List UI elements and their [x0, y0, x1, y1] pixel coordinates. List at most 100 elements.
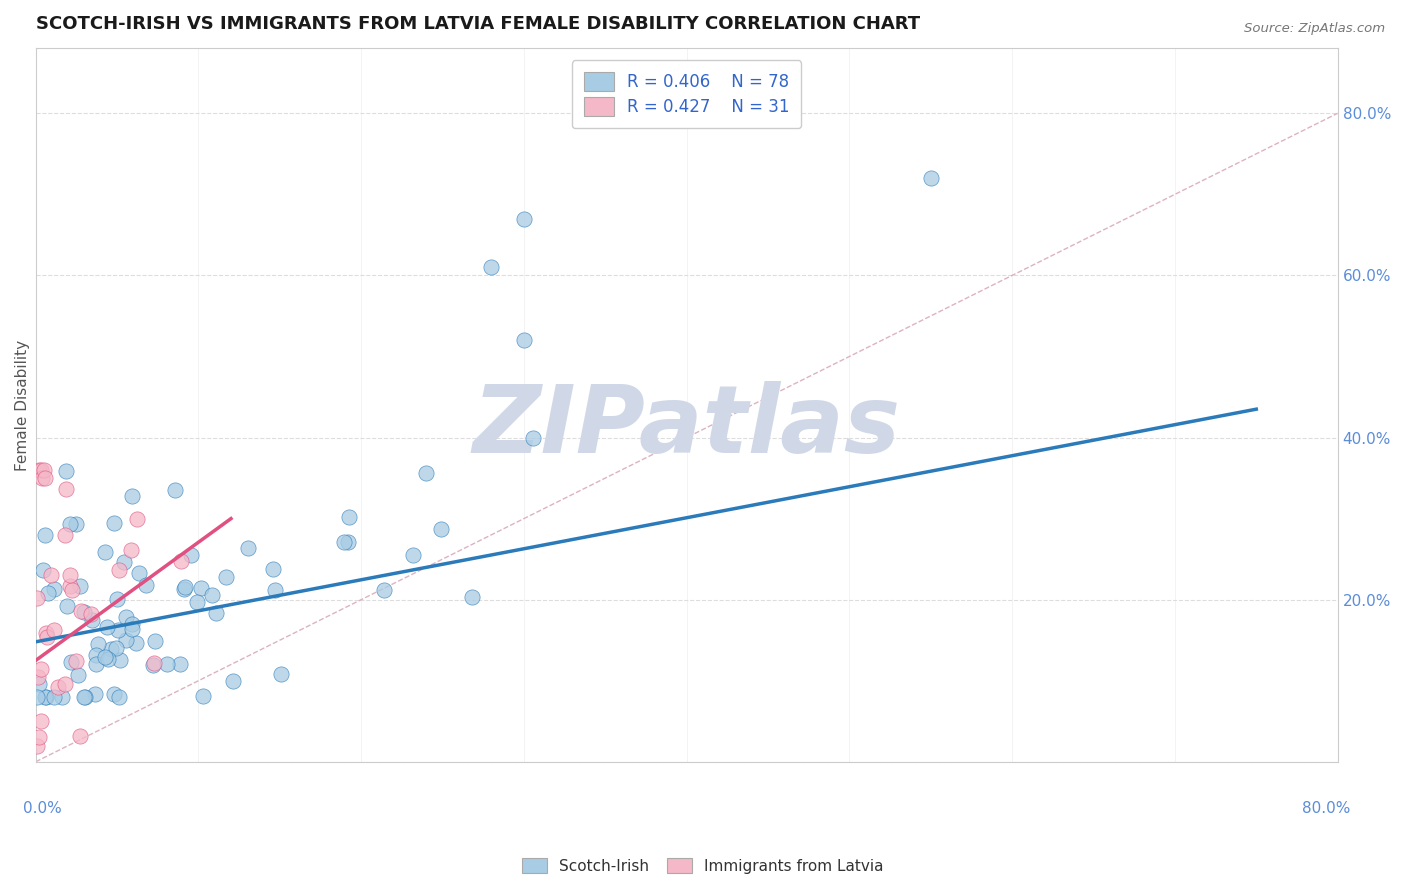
Point — [173, 582, 195, 597]
Point — [201, 588, 224, 602]
Point — [262, 562, 284, 576]
Point — [53, 528, 76, 542]
Point — [120, 543, 142, 558]
Text: SCOTCH-IRISH VS IMMIGRANTS FROM LATVIA FEMALE DISABILITY CORRELATION CHART: SCOTCH-IRISH VS IMMIGRANTS FROM LATVIA F… — [35, 15, 920, 33]
Point — [28, 677, 51, 691]
Point — [513, 333, 536, 347]
Point — [105, 592, 128, 607]
Point — [96, 619, 118, 633]
Point — [115, 633, 138, 648]
Point — [121, 617, 143, 632]
Point — [27, 670, 49, 684]
Point — [142, 657, 165, 672]
Legend: Scotch-Irish, Immigrants from Latvia: Scotch-Irish, Immigrants from Latvia — [516, 852, 890, 880]
Point — [522, 431, 544, 445]
Point — [186, 594, 208, 608]
Point — [920, 171, 942, 186]
Point — [430, 522, 453, 536]
Point — [34, 528, 56, 542]
Point — [337, 510, 360, 524]
Point — [48, 681, 70, 695]
Point — [402, 548, 425, 562]
Point — [65, 654, 87, 668]
Point — [205, 606, 228, 620]
Point — [143, 634, 166, 648]
Point — [59, 579, 82, 593]
Point — [86, 648, 108, 663]
Text: Source: ZipAtlas.com: Source: ZipAtlas.com — [1244, 22, 1385, 36]
Point — [73, 690, 96, 704]
Text: 80.0%: 80.0% — [1302, 801, 1351, 816]
Point — [87, 637, 110, 651]
Point — [115, 609, 138, 624]
Point — [42, 690, 65, 704]
Point — [373, 582, 395, 597]
Point — [104, 640, 127, 655]
Point — [165, 483, 187, 497]
Point — [108, 653, 131, 667]
Text: 0.0%: 0.0% — [22, 801, 62, 816]
Point — [69, 729, 91, 743]
Point — [333, 534, 356, 549]
Point — [108, 563, 131, 577]
Point — [55, 482, 77, 496]
Point — [97, 652, 120, 666]
Point — [51, 690, 73, 704]
Text: ZIPatlas: ZIPatlas — [472, 381, 901, 473]
Point — [103, 516, 125, 530]
Point — [30, 662, 52, 676]
Point — [142, 656, 165, 670]
Point — [191, 689, 214, 703]
Point — [31, 471, 53, 485]
Point — [80, 607, 103, 622]
Point — [65, 517, 87, 532]
Point — [264, 582, 287, 597]
Point — [236, 541, 259, 555]
Point — [44, 582, 66, 596]
Point — [37, 586, 59, 600]
Point — [128, 566, 150, 581]
Point — [35, 625, 58, 640]
Point — [112, 555, 135, 569]
Point — [513, 211, 536, 226]
Point — [34, 690, 56, 704]
Point — [32, 463, 55, 477]
Point — [82, 613, 104, 627]
Point — [53, 676, 76, 690]
Point — [27, 591, 49, 605]
Point — [461, 590, 484, 604]
Point — [60, 583, 83, 598]
Point — [59, 655, 82, 669]
Point — [180, 548, 202, 562]
Point — [35, 690, 58, 704]
Point — [103, 687, 125, 701]
Point — [170, 554, 193, 568]
Point — [70, 604, 93, 618]
Point — [73, 690, 96, 704]
Point — [30, 714, 52, 729]
Point — [41, 568, 63, 582]
Point — [69, 579, 91, 593]
Point — [30, 463, 52, 477]
Point — [27, 739, 49, 753]
Point — [107, 624, 129, 638]
Point — [56, 599, 79, 613]
Point — [270, 666, 292, 681]
Point — [84, 687, 107, 701]
Point — [28, 463, 51, 477]
Point — [34, 471, 56, 485]
Point — [135, 578, 157, 592]
Point — [35, 630, 58, 644]
Point — [121, 489, 143, 503]
Point — [156, 657, 179, 672]
Point — [55, 464, 77, 478]
Point — [415, 466, 437, 480]
Point — [100, 642, 122, 657]
Point — [121, 622, 143, 636]
Point — [73, 605, 96, 619]
Point — [174, 580, 197, 594]
Legend: R = 0.406    N = 78, R = 0.427    N = 31: R = 0.406 N = 78, R = 0.427 N = 31 — [572, 61, 801, 128]
Point — [84, 657, 107, 671]
Point — [59, 568, 82, 582]
Point — [336, 535, 359, 549]
